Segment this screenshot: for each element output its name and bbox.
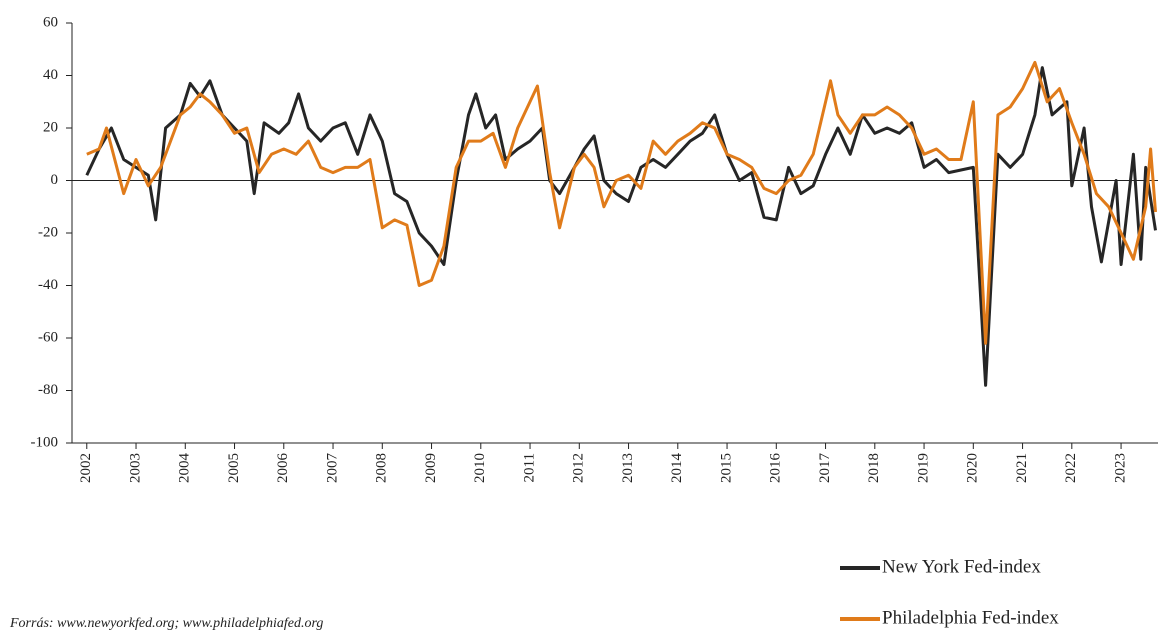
x-tick-label: 2008: [374, 453, 390, 483]
x-tick-label: 2011: [521, 453, 537, 482]
x-tick-label: 2009: [423, 453, 439, 483]
series-line: [86, 60, 1157, 345]
y-tick-label: -80: [38, 382, 58, 398]
x-tick-label: 2012: [571, 453, 587, 483]
x-tick-label: 2019: [915, 453, 931, 483]
x-tick-label: 2013: [620, 453, 636, 483]
x-tick-label: 2007: [324, 453, 340, 484]
x-tick-label: 2018: [866, 453, 882, 483]
y-tick-label: 0: [51, 172, 59, 188]
x-tick-label: 2017: [817, 453, 833, 484]
legend-label: Philadelphia Fed-index: [882, 607, 1059, 628]
y-tick-label: -100: [31, 434, 59, 450]
x-tick-label: 2004: [177, 453, 193, 484]
y-tick-label: 60: [43, 14, 58, 30]
x-tick-label: 2003: [127, 453, 143, 483]
x-tick-label: 2014: [669, 453, 685, 484]
x-tick-label: 2005: [226, 453, 242, 483]
x-tick-label: 2021: [1014, 453, 1030, 483]
y-tick-label: 20: [43, 119, 58, 135]
x-tick-label: 2016: [768, 453, 784, 484]
y-tick-label: -60: [38, 329, 58, 345]
y-tick-label: -20: [38, 224, 58, 240]
y-tick-label: 40: [43, 67, 58, 83]
legend-label: New York Fed-index: [882, 556, 1041, 577]
y-tick-label: -40: [38, 277, 58, 293]
x-tick-label: 2023: [1112, 453, 1128, 483]
x-tick-label: 2002: [78, 453, 94, 483]
x-tick-label: 2010: [472, 453, 488, 483]
x-tick-label: 2006: [275, 453, 291, 484]
source: Forrás: www.newyorkfed.org; www.philadel…: [9, 616, 323, 631]
x-tick-label: 2022: [1063, 453, 1079, 483]
x-tick-label: 2015: [718, 453, 734, 483]
series-line: [85, 66, 1157, 387]
x-tick-label: 2020: [965, 453, 981, 483]
